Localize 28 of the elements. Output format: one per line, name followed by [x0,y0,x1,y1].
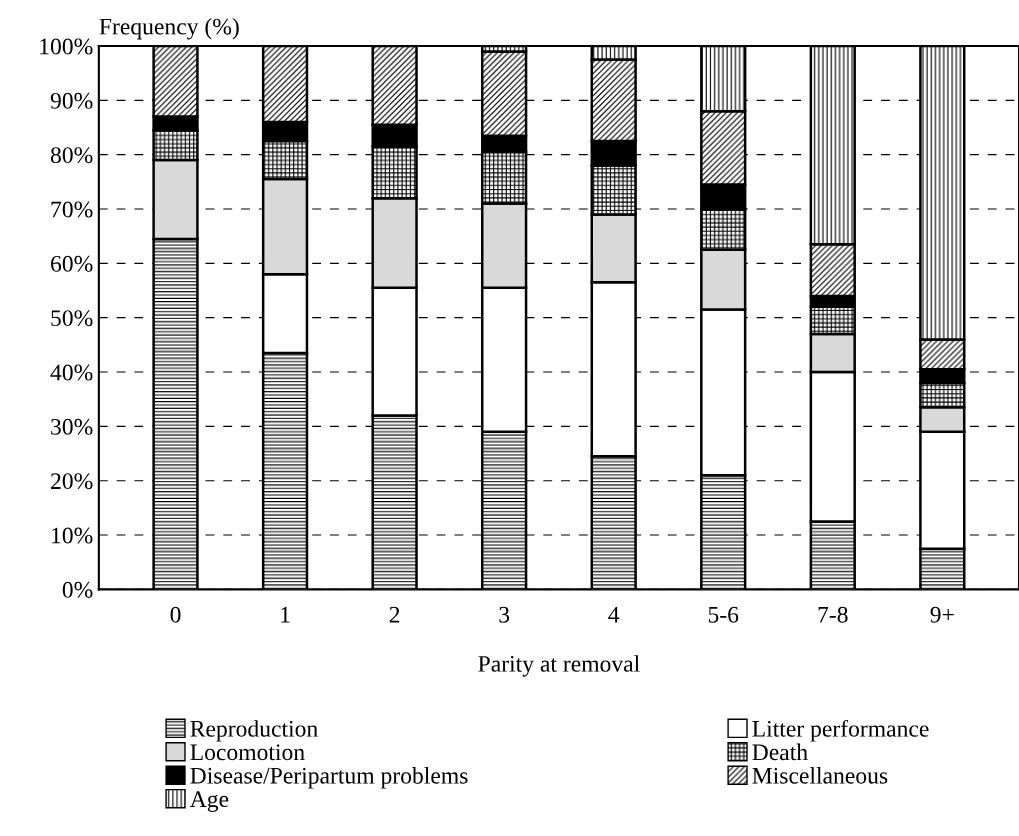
legend-label: Reproduction [190,720,318,742]
x-tick-label: 5-6 [708,606,739,623]
x-tick-label: 7-8 [818,606,848,623]
y-tick-label: 50% [51,310,93,327]
x-tick-label: 2 [389,606,400,623]
legend-label: Age [189,791,229,812]
legend-label: Locomotion [190,744,305,761]
x-tick-label: 3 [499,606,510,623]
legend-label: Disease/Peripartum problems [190,767,468,789]
x-tick-label: 1 [281,606,290,623]
y-axis-title: Frequency (%) [99,17,239,40]
y-tick-label: 60% [51,255,93,272]
y-tick-label: 40% [50,364,93,381]
y-tick-label: 80% [50,147,93,164]
y-tick-label: 100% [40,38,93,55]
x-tick-label: 4 [608,606,620,623]
y-tick-label: 0% [62,581,93,598]
legend-label: Litter performance [752,719,929,742]
x-tick-label: 0 [170,606,181,623]
x-axis-title: Parity at removal [478,655,640,677]
y-tick-label: 30% [51,418,93,435]
y-tick-label: 90% [50,92,93,109]
y-tick-label: 20% [51,473,93,490]
x-tick-label: 9+ [930,606,954,623]
y-tick-label: 10% [52,527,93,544]
y-tick-label: 70% [51,201,93,218]
legend-label: Miscellaneous [752,767,888,784]
legend-label: Death [752,743,808,761]
